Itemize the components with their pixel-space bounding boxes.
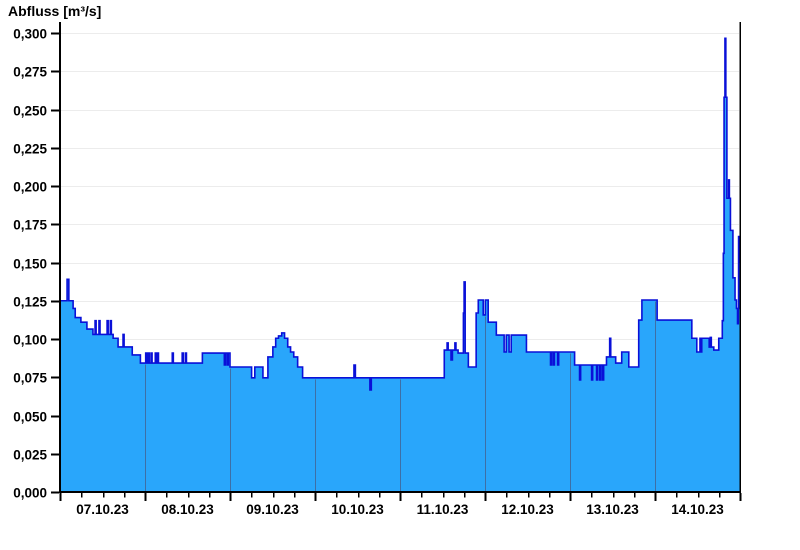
y-tick-label: 0,050 [13,410,47,425]
day-boundary-lines [144,301,657,491]
y-tick-label: 0,275 [13,65,47,80]
y-tick-label: 0,025 [13,448,47,463]
y-tick-label: 0,250 [13,104,47,119]
x-day-label: 08.10.23 [161,502,214,517]
y-tick-label: 0,100 [13,333,47,348]
x-day-label: 10.10.23 [331,502,384,517]
axes [59,22,741,493]
chart-title: Abfluss [m³/s] [8,3,102,19]
y-tick-label: 0,000 [13,486,47,501]
x-day-label: 13.10.23 [586,502,639,517]
x-day-label: 12.10.23 [501,502,554,517]
y-tick-label: 0,125 [13,295,47,310]
y-tick-label: 0,200 [13,180,47,195]
y-tick-labels: 0,300 0,275 0,250 0,225 0,200 0,175 0,150 0,125… [13,27,47,501]
x-tick-labels: 07.10.23 08.10.23 09.10.23 10.10.23 11.10.23… [76,502,724,517]
y-ticks [51,32,59,494]
series-line [60,37,741,391]
y-tick-label: 0,300 [13,27,47,42]
y-tick-label: 0,075 [13,371,47,386]
y-tick-label: 0,150 [13,257,47,272]
x-day-label: 14.10.23 [671,502,724,517]
y-tick-label: 0,175 [13,218,47,233]
y-tick-label: 0,225 [13,142,47,157]
x-day-label: 09.10.23 [246,502,299,517]
x-ticks [59,493,742,501]
x-day-label: 11.10.23 [417,502,469,517]
x-day-label: 07.10.23 [76,502,129,517]
